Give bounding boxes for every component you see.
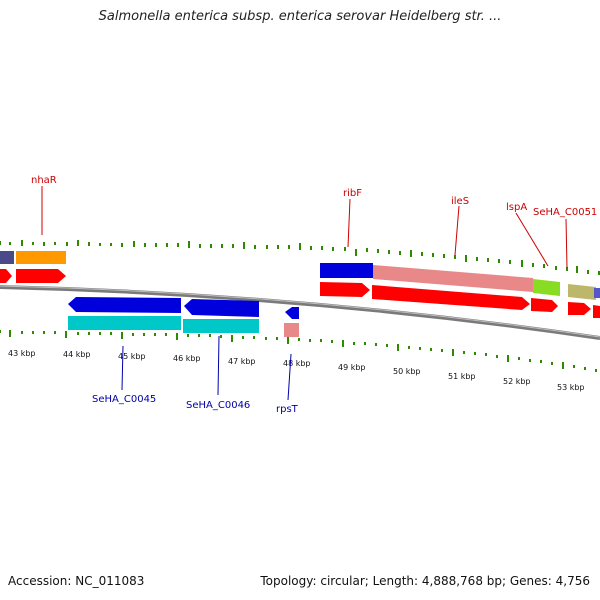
gene-label-ribF: ribF (343, 188, 362, 199)
kbp-label: 48 kbp (283, 359, 311, 368)
summary-text: Topology: circular; Length: 4,888,768 bp… (260, 574, 590, 588)
kbp-label: 45 kbp (118, 352, 146, 361)
kbp-label: 46 kbp (173, 354, 201, 363)
accession-text: Accession: NC_011083 (8, 574, 145, 588)
inner-ticks (0, 330, 597, 372)
feature-track-upper (0, 251, 600, 300)
kbp-label: 44 kbp (63, 350, 91, 359)
kbp-label: 51 kbp (448, 372, 476, 381)
gene-label-SeHA-C0046: SeHA_C0046 (186, 400, 250, 411)
kbp-label: 43 kbp (8, 349, 36, 358)
gene-feature (320, 263, 373, 278)
gene-labels-top (41, 186, 568, 269)
gene-label-ileS: ileS (451, 196, 469, 207)
gene-feature (183, 319, 259, 333)
gene-label-rpsT: rpsT (276, 404, 299, 415)
gene-label-lspA: lspA (506, 202, 527, 213)
gene-labels-bottom (121, 335, 292, 401)
map-title: Salmonella enterica subsp. enterica sero… (98, 9, 502, 24)
gene-feature (533, 279, 560, 296)
gene-feature (284, 323, 299, 337)
kbp-label: 53 kbp (557, 383, 585, 392)
gene-label-SeHA-C0051: SeHA_C0051 (533, 207, 597, 218)
red-arrows-top (0, 269, 600, 318)
gene-feature (568, 284, 596, 300)
gene-feature (0, 251, 14, 264)
gene-label-nhaR: nhaR (31, 175, 57, 186)
gene-label-SeHA-C0045: SeHA_C0045 (92, 394, 156, 405)
genome-backbone (0, 285, 600, 340)
gene-feature (68, 316, 181, 330)
outer-ticks (0, 240, 600, 275)
kbp-labels: 43 kbp 44 kbp 45 kbp 46 kbp 47 kbp 48 kb… (8, 349, 585, 392)
kbp-label: 47 kbp (228, 357, 256, 366)
kbp-label: 50 kbp (393, 367, 421, 376)
kbp-label: 52 kbp (503, 377, 531, 386)
blue-arrows-bottom (68, 297, 299, 319)
gene-feature (373, 265, 533, 292)
feature-track-lower (68, 316, 299, 337)
kbp-label: 49 kbp (338, 363, 366, 372)
gene-feature (594, 288, 600, 298)
gene-feature (16, 251, 66, 264)
